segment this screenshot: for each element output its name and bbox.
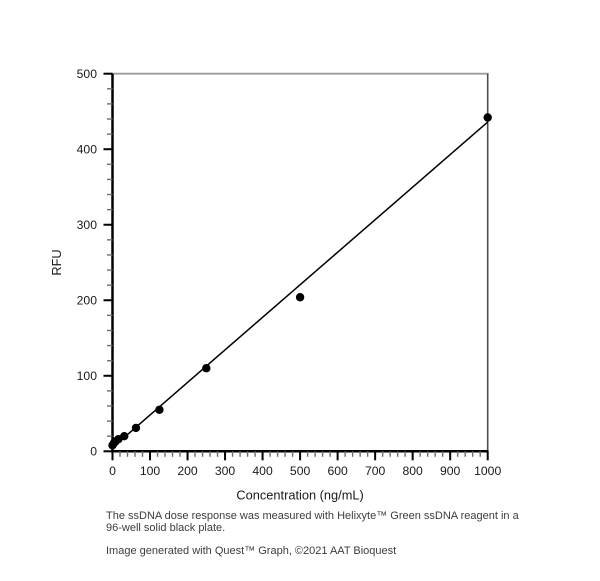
y-tick-label: 300 bbox=[77, 218, 98, 232]
x-tick-label: 0 bbox=[109, 464, 116, 478]
x-tick-label: 700 bbox=[365, 464, 386, 478]
x-axis-title: Concentration (ng/mL) bbox=[236, 487, 363, 502]
x-tick-label: 600 bbox=[327, 464, 348, 478]
plot-border bbox=[111, 72, 489, 453]
x-tick-label: 1000 bbox=[474, 464, 501, 478]
y-axis: 0 100 200 300 400 500 bbox=[77, 67, 113, 459]
y-tick-label: 100 bbox=[77, 369, 98, 383]
data-points bbox=[108, 113, 492, 450]
data-point bbox=[120, 431, 129, 441]
data-point bbox=[483, 113, 492, 122]
x-tick-label: 900 bbox=[440, 464, 461, 478]
data-point bbox=[295, 293, 305, 302]
data-point bbox=[131, 423, 141, 433]
x-tick-label: 500 bbox=[290, 464, 311, 478]
y-tick-label: 0 bbox=[90, 445, 97, 459]
y-tick-label: 500 bbox=[77, 67, 98, 81]
y-tick-label: 200 bbox=[77, 293, 98, 307]
caption-attribution: Image generated with Quest™ Graph, ©2021… bbox=[106, 545, 397, 557]
x-tick-label: 200 bbox=[177, 464, 198, 478]
figure-caption: The ssDNA dose response was measured wit… bbox=[106, 510, 546, 558]
y-tick-label: 400 bbox=[77, 142, 98, 156]
data-point bbox=[155, 405, 164, 414]
x-tick-label: 300 bbox=[215, 464, 236, 478]
x-tick-label: 100 bbox=[140, 464, 161, 478]
fit-line bbox=[112, 121, 489, 449]
axis-titles: RFU Concentration (ng/mL) bbox=[49, 249, 364, 502]
data-point bbox=[202, 364, 211, 373]
caption-description-line-1: The ssDNA dose response was measured wit… bbox=[106, 510, 519, 522]
x-tick-label: 400 bbox=[252, 464, 273, 478]
y-axis-title: RFU bbox=[49, 249, 64, 275]
x-axis: 0 100 200 300 400 500 600 700 800 900 1000 bbox=[109, 451, 501, 478]
caption-description-line-2: 96-well solid black plate. bbox=[106, 521, 226, 534]
x-tick-label: 800 bbox=[402, 464, 423, 478]
